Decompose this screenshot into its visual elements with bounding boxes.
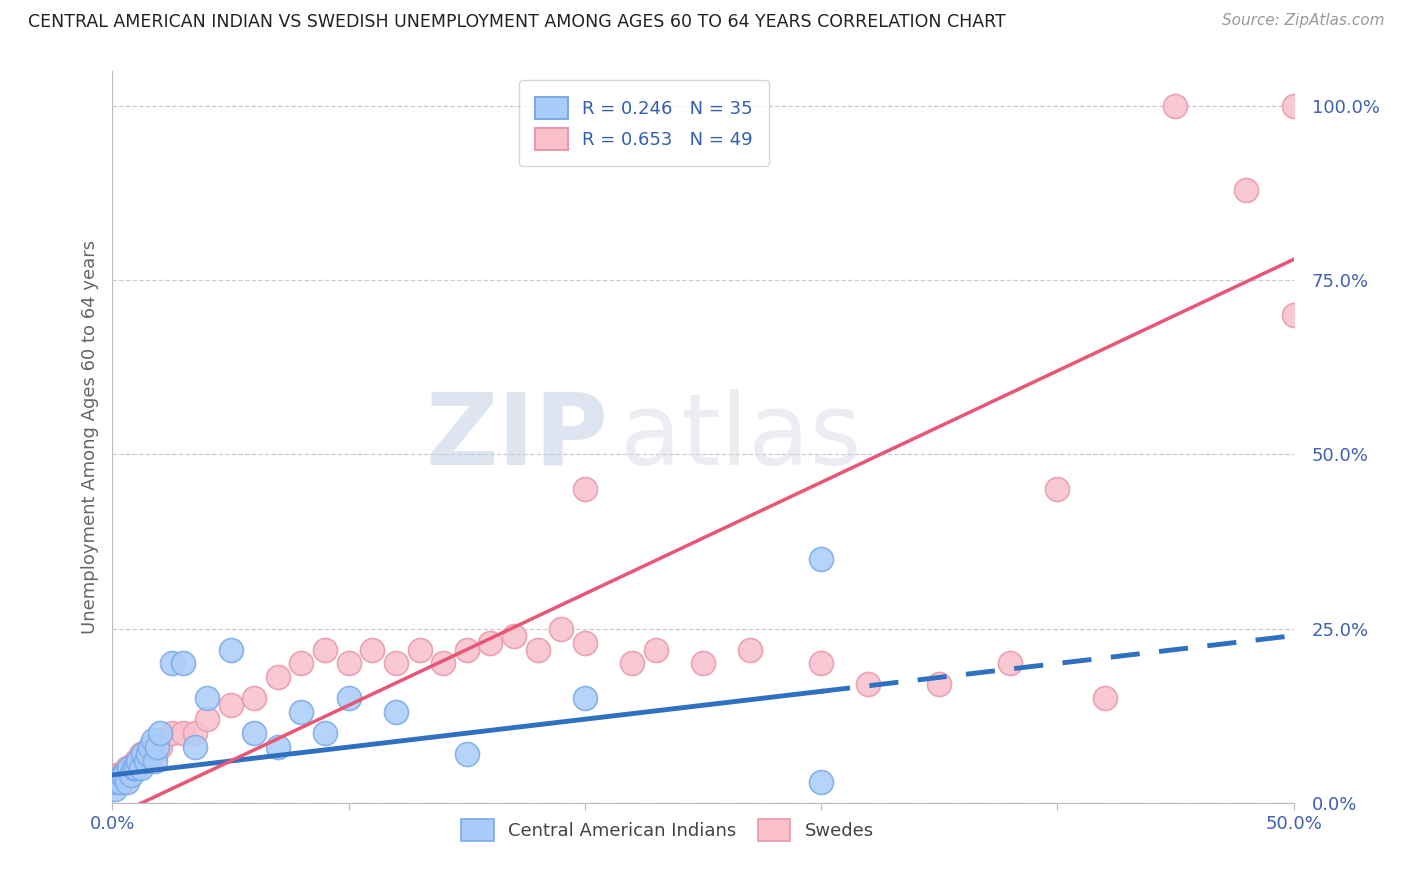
Text: CENTRAL AMERICAN INDIAN VS SWEDISH UNEMPLOYMENT AMONG AGES 60 TO 64 YEARS CORREL: CENTRAL AMERICAN INDIAN VS SWEDISH UNEMP… — [28, 13, 1005, 31]
Point — [243, 691, 266, 706]
Point — [129, 747, 152, 761]
Point — [810, 657, 832, 671]
Point — [998, 657, 1021, 671]
Point — [810, 775, 832, 789]
Point — [184, 740, 207, 755]
Point — [125, 761, 148, 775]
Point — [361, 642, 384, 657]
Text: Source: ZipAtlas.com: Source: ZipAtlas.com — [1222, 13, 1385, 29]
Point — [337, 691, 360, 706]
Point — [135, 754, 157, 768]
Point — [1282, 99, 1305, 113]
Point — [1164, 99, 1187, 113]
Point — [108, 775, 131, 789]
Point — [574, 483, 596, 497]
Point — [104, 781, 127, 796]
Point — [160, 726, 183, 740]
Point — [621, 657, 644, 671]
Text: ZIP: ZIP — [426, 389, 609, 485]
Point — [136, 747, 159, 761]
Point — [574, 691, 596, 706]
Point — [115, 775, 138, 789]
Point — [1234, 183, 1257, 197]
Point — [172, 657, 194, 671]
Point — [290, 705, 312, 719]
Point — [456, 642, 478, 657]
Text: atlas: atlas — [620, 389, 862, 485]
Point — [219, 698, 242, 713]
Point — [112, 768, 135, 782]
Point — [115, 761, 138, 775]
Point — [122, 761, 145, 775]
Point — [143, 754, 166, 768]
Point — [160, 657, 183, 671]
Point — [139, 740, 162, 755]
Point — [129, 761, 152, 775]
Point — [644, 642, 666, 657]
Point — [195, 712, 218, 726]
Legend: Central American Indians, Swedes: Central American Indians, Swedes — [454, 812, 882, 848]
Point — [479, 635, 502, 649]
Point — [105, 768, 128, 782]
Point — [184, 726, 207, 740]
Point — [337, 657, 360, 671]
Point — [385, 657, 408, 671]
Point — [120, 768, 142, 782]
Point — [456, 747, 478, 761]
Point — [127, 754, 149, 768]
Point — [111, 775, 134, 789]
Point — [314, 642, 336, 657]
Point — [125, 754, 148, 768]
Point — [267, 740, 290, 755]
Point — [112, 768, 135, 782]
Point — [122, 761, 145, 775]
Point — [810, 552, 832, 566]
Point — [118, 761, 141, 775]
Point — [503, 629, 526, 643]
Point — [1046, 483, 1069, 497]
Point — [149, 726, 172, 740]
Point — [858, 677, 880, 691]
Point — [132, 747, 155, 761]
Point — [243, 726, 266, 740]
Point — [142, 733, 165, 747]
Point — [195, 691, 218, 706]
Point — [692, 657, 714, 671]
Point — [550, 622, 572, 636]
Point — [149, 740, 172, 755]
Point — [111, 768, 134, 782]
Point — [108, 768, 131, 782]
Point — [143, 747, 166, 761]
Point — [219, 642, 242, 657]
Point — [385, 705, 408, 719]
Point — [1282, 308, 1305, 322]
Point — [526, 642, 548, 657]
Point — [740, 642, 762, 657]
Point — [136, 754, 159, 768]
Y-axis label: Unemployment Among Ages 60 to 64 years: Unemployment Among Ages 60 to 64 years — [80, 240, 98, 634]
Point — [408, 642, 430, 657]
Point — [118, 768, 141, 782]
Point — [432, 657, 454, 671]
Point — [105, 775, 128, 789]
Point — [172, 726, 194, 740]
Point — [146, 740, 169, 755]
Point — [120, 761, 142, 775]
Point — [314, 726, 336, 740]
Point — [574, 635, 596, 649]
Point — [1094, 691, 1116, 706]
Point — [104, 775, 127, 789]
Point — [290, 657, 312, 671]
Point — [267, 670, 290, 684]
Point — [928, 677, 950, 691]
